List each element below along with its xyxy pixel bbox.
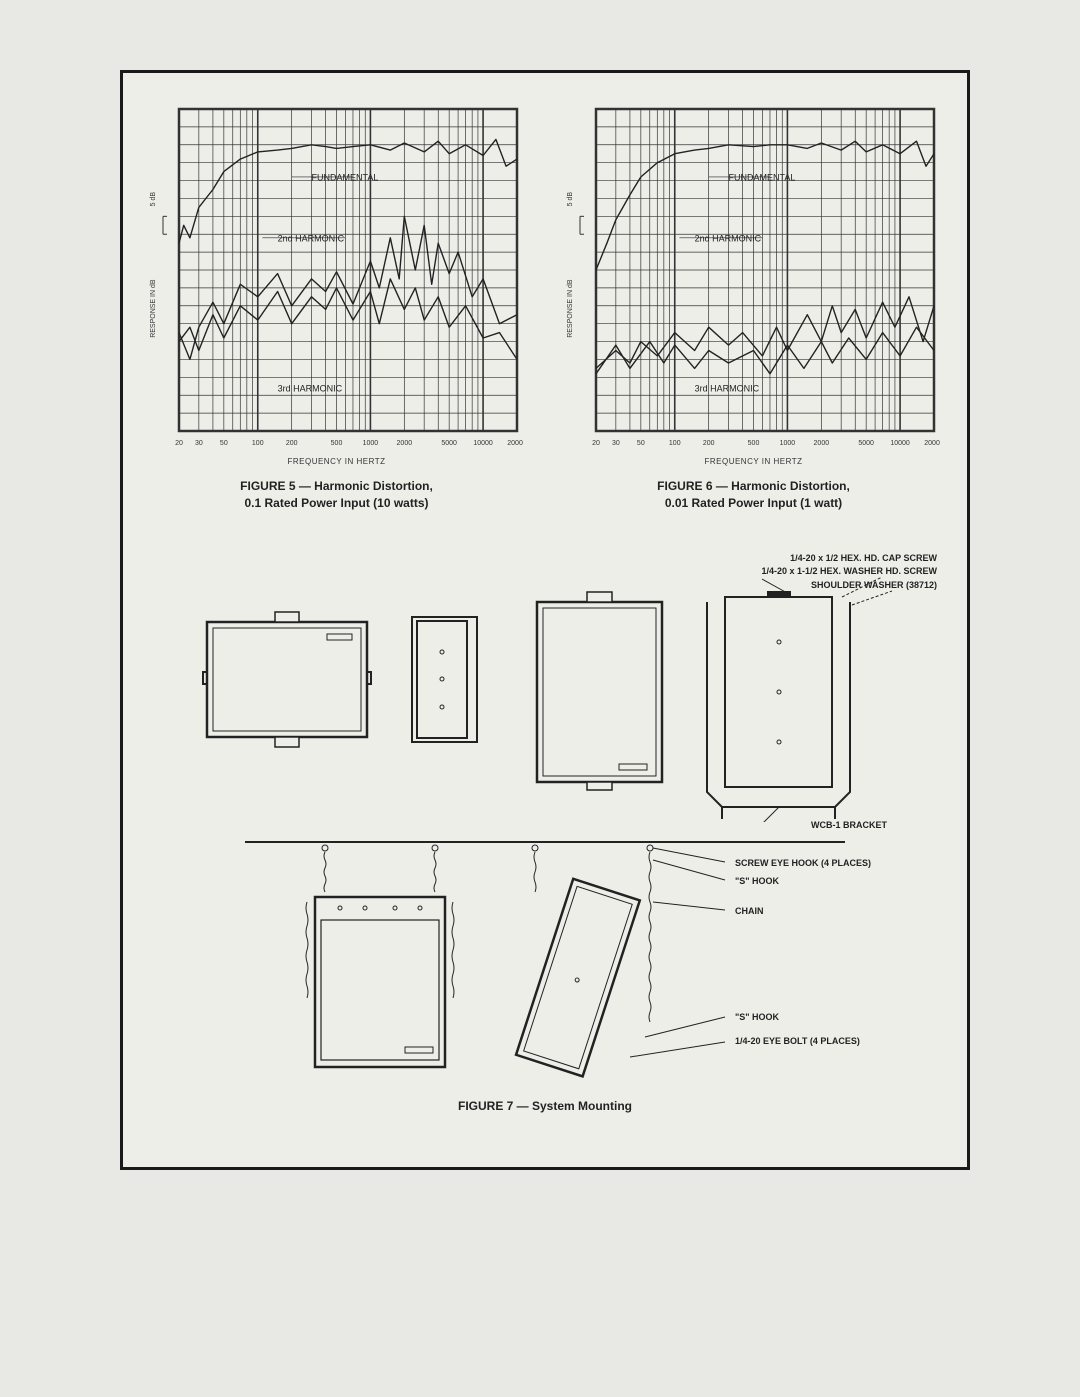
callout-chain: CHAIN: [735, 906, 764, 916]
svg-text:20000: 20000: [924, 440, 940, 447]
svg-text:100: 100: [252, 440, 264, 447]
chart-fig5: 20 30 50 100 200 500 1000 2000 5000 10000 20000 RES…: [143, 103, 523, 453]
callout-bracket: WCB-1 BRACKET: [811, 820, 887, 830]
svg-text:5000: 5000: [441, 440, 457, 447]
svg-text:100: 100: [669, 440, 681, 447]
mounting-row-bottom: SCREW EYE HOOK (4 PLACES) "S" HOOK CHAIN…: [143, 832, 947, 1115]
svg-text:RESPONSE IN dB: RESPONSE IN dB: [567, 279, 574, 338]
svg-text:500: 500: [331, 440, 343, 447]
fig5-caption: FIGURE 5 — Harmonic Distortion, 0.1 Rate…: [143, 478, 530, 512]
callout-eye-bolt: 1/4-20 EYE BOLT (4 PLACES): [735, 1036, 860, 1046]
svg-text:1000: 1000: [780, 440, 796, 447]
svg-text:2000: 2000: [397, 440, 413, 447]
figure-6: 20 30 50 100 200 500 1000 2000 5000 10000 20000 RES…: [560, 103, 947, 512]
svg-text:10000: 10000: [890, 440, 910, 447]
fig6-caption-l2: 0.01 Rated Power Input (1 watt): [665, 496, 842, 510]
svg-text:RESPONSE IN dB: RESPONSE IN dB: [150, 279, 157, 338]
fig6-xlabel: FREQUENCY IN HERTZ: [560, 457, 947, 466]
mounting-row-top: 1/4-20 x 1/2 HEX. HD. CAP SCREW 1/4-20 x…: [143, 562, 947, 822]
chart-fig6: 20 30 50 100 200 500 1000 2000 5000 10000 20000 RES…: [560, 103, 940, 453]
fig5-xlabel: FREQUENCY IN HERTZ: [143, 457, 530, 466]
svg-text:200: 200: [703, 440, 715, 447]
svg-text:20: 20: [175, 440, 183, 447]
svg-text:30: 30: [612, 440, 620, 447]
svg-text:2nd HARMONIC: 2nd HARMONIC: [695, 233, 762, 243]
hanging-diagrams: SCREW EYE HOOK (4 PLACES) "S" HOOK CHAIN…: [145, 832, 945, 1092]
callout-washer-screw: 1/4-20 x 1-1/2 HEX. WASHER HD. SCREW: [761, 565, 937, 579]
svg-text:FUNDAMENTAL: FUNDAMENTAL: [312, 173, 379, 183]
svg-text:30: 30: [195, 440, 203, 447]
svg-text:2000: 2000: [814, 440, 830, 447]
svg-text:10000: 10000: [473, 440, 493, 447]
svg-text:5000: 5000: [858, 440, 874, 447]
bracket-callouts: 1/4-20 x 1/2 HEX. HD. CAP SCREW 1/4-20 x…: [761, 552, 937, 593]
callout-shoulder-washer: SHOULDER WASHER (38712): [761, 579, 937, 593]
callout-s-hook-2: "S" HOOK: [735, 1012, 780, 1022]
svg-text:FUNDAMENTAL: FUNDAMENTAL: [729, 173, 796, 183]
fig5-caption-l2: 0.1 Rated Power Input (10 watts): [244, 496, 428, 510]
svg-text:50: 50: [220, 440, 228, 447]
fig6-caption-l1: FIGURE 6 — Harmonic Distortion,: [657, 479, 850, 493]
fig5-caption-l1: FIGURE 5 — Harmonic Distortion,: [240, 479, 433, 493]
figure-5: 20 30 50 100 200 500 1000 2000 5000 10000 20000 RES…: [143, 103, 530, 512]
document-page: 20 30 50 100 200 500 1000 2000 5000 10000 20000 RES…: [120, 70, 970, 1170]
fig6-caption: FIGURE 6 — Harmonic Distortion, 0.01 Rat…: [560, 478, 947, 512]
svg-text:20: 20: [592, 440, 600, 447]
svg-text:50: 50: [637, 440, 645, 447]
svg-text:5 dB: 5 dB: [150, 192, 157, 207]
svg-text:5 dB: 5 dB: [567, 192, 574, 207]
svg-text:200: 200: [286, 440, 298, 447]
callout-eye-hook: SCREW EYE HOOK (4 PLACES): [735, 858, 871, 868]
fig7-caption: FIGURE 7 — System Mounting: [143, 1098, 947, 1115]
callout-cap-screw: 1/4-20 x 1/2 HEX. HD. CAP SCREW: [761, 552, 937, 566]
svg-text:3rd HARMONIC: 3rd HARMONIC: [278, 384, 343, 394]
callout-s-hook: "S" HOOK: [735, 876, 780, 886]
svg-text:500: 500: [748, 440, 760, 447]
mounting-diagrams-top: [147, 562, 947, 822]
svg-text:1000: 1000: [363, 440, 379, 447]
charts-row: 20 30 50 100 200 500 1000 2000 5000 10000 20000 RES…: [143, 103, 947, 512]
svg-text:20000: 20000: [507, 440, 523, 447]
svg-text:2nd HARMONIC: 2nd HARMONIC: [278, 233, 345, 243]
svg-text:3rd HARMONIC: 3rd HARMONIC: [695, 384, 760, 394]
